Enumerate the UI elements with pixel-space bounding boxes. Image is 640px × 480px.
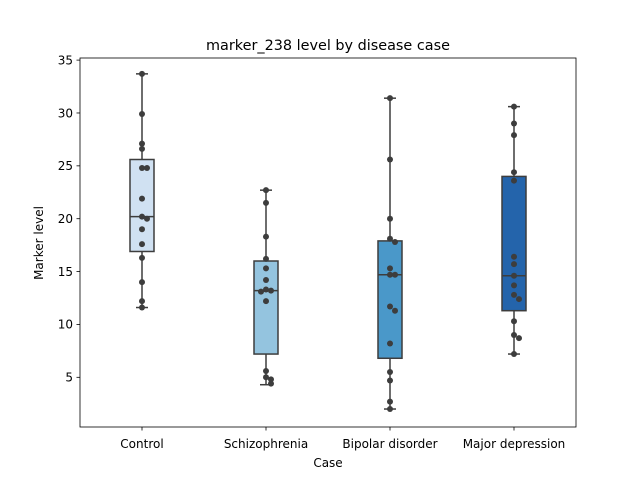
y-tick-label: 25: [58, 159, 73, 173]
data-point: [139, 254, 145, 261]
data-point: [139, 140, 145, 147]
data-point: [387, 340, 393, 347]
data-point: [139, 195, 145, 202]
data-point: [387, 271, 393, 278]
data-point: [263, 367, 269, 374]
data-point: [392, 271, 398, 278]
box-major-depression: [501, 175, 527, 312]
data-point: [139, 213, 145, 220]
data-point: [268, 376, 274, 383]
data-point: [268, 380, 274, 387]
data-point: [144, 215, 150, 222]
data-point: [263, 233, 269, 240]
data-point: [511, 272, 517, 279]
axes-frame: [79, 57, 577, 428]
y-tick-label: 5: [65, 371, 73, 385]
data-point: [263, 199, 269, 206]
x-tick-label: Major depression: [463, 437, 566, 451]
data-point: [516, 296, 522, 303]
data-point: [511, 332, 517, 339]
data-point: [139, 145, 145, 152]
data-point: [387, 377, 393, 384]
x-tick-label: Schizophrenia: [224, 437, 308, 451]
data-point: [139, 304, 145, 311]
data-point: [511, 177, 517, 184]
x-axis-label: Case: [313, 456, 342, 470]
data-point: [387, 215, 393, 222]
data-point: [516, 335, 522, 342]
y-tick-label: 35: [58, 53, 73, 67]
data-point: [139, 279, 145, 286]
data-point: [511, 261, 517, 268]
data-point: [392, 307, 398, 314]
y-axis-label: Marker level: [32, 206, 46, 280]
data-point: [263, 374, 269, 381]
data-point: [263, 298, 269, 305]
data-point: [511, 282, 517, 289]
data-point: [139, 298, 145, 305]
data-point: [139, 241, 145, 248]
box-schizophrenia: [253, 260, 279, 355]
data-point: [511, 318, 517, 325]
data-point: [258, 288, 264, 295]
data-point: [139, 111, 145, 118]
chart-title: marker_238 level by disease case: [206, 38, 450, 54]
data-point: [511, 132, 517, 139]
data-point: [263, 187, 269, 194]
data-point: [268, 287, 274, 294]
data-point: [387, 95, 393, 102]
plot-area: 5 10 15 20 25 30 35 Control Schizophrenia Bipolar…: [58, 53, 577, 451]
data-point: [511, 351, 517, 358]
box-control: [129, 158, 155, 253]
y-tick-label: 20: [58, 212, 73, 226]
y-tick-label: 15: [58, 265, 73, 279]
data-point: [139, 226, 145, 233]
data-point: [387, 406, 393, 413]
data-point: [387, 398, 393, 405]
data-point: [139, 70, 145, 77]
y-tick-label: 10: [58, 318, 73, 332]
data-point: [387, 156, 393, 163]
data-point: [511, 120, 517, 127]
data-point: [263, 277, 269, 284]
data-point: [144, 164, 150, 171]
data-point: [511, 169, 517, 176]
data-point: [387, 265, 393, 272]
data-point: [511, 103, 517, 110]
data-point: [387, 303, 393, 310]
data-point: [387, 369, 393, 376]
data-point: [387, 235, 393, 242]
data-point: [392, 238, 398, 245]
data-point: [263, 255, 269, 262]
data-point: [139, 164, 145, 171]
data-point: [263, 286, 269, 293]
data-point: [511, 253, 517, 260]
data-point: [263, 265, 269, 272]
x-tick-label: Control: [120, 437, 163, 451]
y-tick-label: 30: [58, 106, 73, 120]
x-tick-label: Bipolar disorder: [342, 437, 437, 451]
data-point: [511, 291, 517, 298]
box-bipolar-disorder: [377, 240, 403, 360]
